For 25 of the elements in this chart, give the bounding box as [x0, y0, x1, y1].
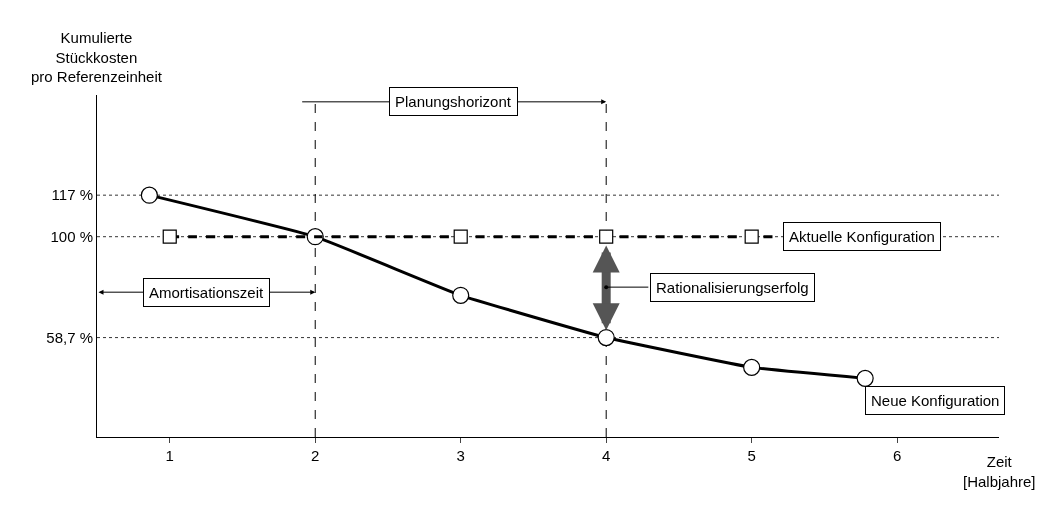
point	[597, 328, 615, 347]
point	[599, 229, 614, 244]
x-tick-label: 4	[602, 447, 611, 464]
point	[162, 229, 177, 244]
point	[452, 286, 470, 304]
series-label: Neue Konfiguration	[871, 392, 1000, 409]
x-tick-label: 3	[456, 447, 465, 464]
y-tick-label: 117 %	[51, 186, 93, 204]
y-axis-title: Kumulierte Stückkosten pro Referenzeinheit	[31, 29, 163, 85]
point	[856, 369, 874, 387]
x-tick-label: 6	[892, 447, 902, 464]
x-tick-label: 2	[311, 447, 320, 464]
annotation: Amortisationszeit	[149, 284, 265, 301]
x-axis-title: Zeit [Halbjahre]	[963, 453, 1036, 490]
y-tick-label: 58,7 %	[46, 328, 93, 346]
point	[744, 229, 759, 244]
point	[743, 358, 761, 376]
series-label: Aktuelle Konfiguration	[789, 228, 935, 245]
annotation: Rationalisierungserfolg	[656, 279, 809, 296]
point	[140, 186, 158, 204]
annotation: Planungshorizont	[395, 93, 512, 110]
x-tick-label: 1	[165, 447, 174, 464]
y-tick-label: 100 %	[50, 227, 93, 245]
x-tick-label: 5	[747, 447, 756, 464]
point	[453, 229, 468, 244]
